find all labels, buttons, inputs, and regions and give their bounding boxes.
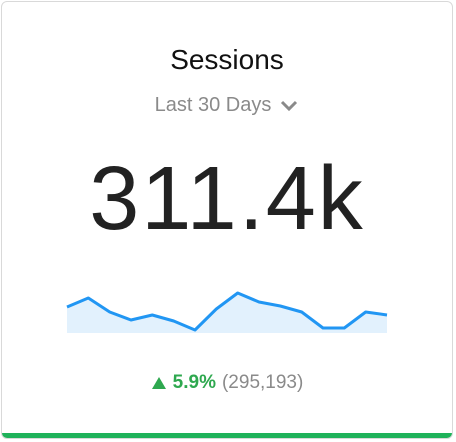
card-title: Sessions — [170, 44, 284, 75]
status-bar — [2, 433, 452, 438]
period-label: Last 30 Days — [154, 94, 272, 116]
sparkline-area — [67, 293, 387, 333]
chevron-icon — [281, 100, 298, 111]
up-arrow-icon — [151, 377, 166, 389]
sparkline — [66, 291, 388, 333]
kpi-value: 311.4k — [89, 149, 365, 249]
period-selector[interactable]: Last 30 Days — [2, 94, 452, 117]
previous-value: (295,193) — [221, 372, 304, 393]
comparison: 5.9% (295,193) — [2, 372, 452, 394]
sparkline-line — [66, 291, 388, 332]
change-percent: 5.9% — [172, 372, 216, 393]
